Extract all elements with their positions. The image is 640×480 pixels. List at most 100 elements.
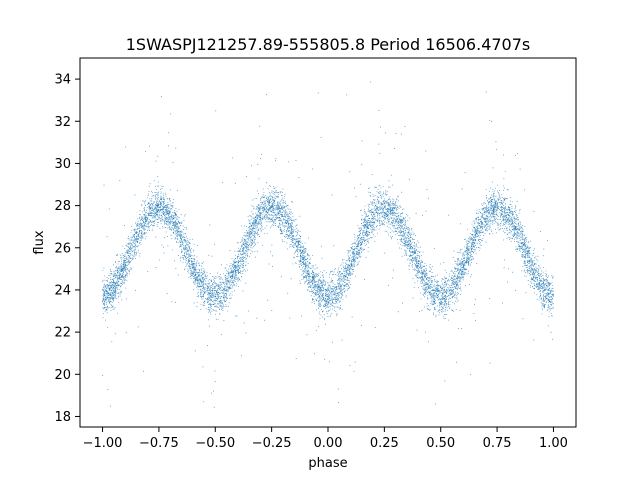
data-point <box>114 271 116 273</box>
data-point <box>339 300 340 302</box>
data-point <box>272 220 273 222</box>
data-point <box>341 263 343 265</box>
data-point <box>377 192 379 193</box>
data-point <box>374 210 376 212</box>
data-point <box>139 242 141 243</box>
data-point <box>318 307 320 309</box>
data-point <box>382 210 384 212</box>
data-point <box>114 270 116 271</box>
data-point <box>497 201 499 203</box>
data-point <box>493 202 495 204</box>
data-point <box>172 204 174 206</box>
data-point <box>274 223 276 225</box>
data-point <box>467 249 469 251</box>
data-point <box>484 211 486 213</box>
data-point <box>530 253 532 255</box>
data-point <box>391 214 393 216</box>
data-point <box>443 283 445 285</box>
data-point <box>383 205 385 207</box>
data-point <box>108 274 110 276</box>
data-point <box>255 215 257 217</box>
data-point <box>435 287 437 289</box>
data-point <box>144 209 146 211</box>
data-point <box>120 292 122 294</box>
data-point <box>301 279 303 280</box>
data-point <box>237 261 239 263</box>
data-point <box>412 257 414 259</box>
data-point <box>331 288 333 290</box>
data-point <box>515 233 517 235</box>
data-point <box>225 277 227 279</box>
data-point <box>482 205 484 207</box>
data-point <box>511 216 513 218</box>
data-point <box>539 297 541 299</box>
data-point <box>440 299 442 301</box>
data-point <box>300 263 302 265</box>
data-point <box>297 245 299 247</box>
data-point <box>349 274 350 276</box>
data-point <box>424 282 426 284</box>
data-point <box>417 263 418 265</box>
data-point <box>253 208 254 210</box>
data-point <box>430 268 432 270</box>
data-point <box>272 217 273 219</box>
data-point <box>240 262 242 264</box>
data-point <box>519 248 520 250</box>
data-point <box>485 212 487 214</box>
data-point <box>227 273 229 275</box>
data-point <box>326 290 328 292</box>
data-point <box>259 224 261 226</box>
data-point <box>525 257 527 259</box>
data-point <box>458 288 460 290</box>
data-point <box>247 263 249 264</box>
data-point <box>358 227 360 229</box>
data-point <box>126 245 128 247</box>
data-point <box>538 270 540 272</box>
data-point <box>464 261 466 263</box>
data-point <box>365 223 367 225</box>
data-point <box>229 284 231 286</box>
data-point <box>435 289 437 290</box>
data-point <box>488 220 490 222</box>
data-point <box>201 284 203 286</box>
data-point <box>517 246 519 248</box>
data-point <box>221 304 223 306</box>
data-point <box>470 239 472 241</box>
data-point <box>248 239 250 241</box>
data-point <box>355 250 357 252</box>
data-point <box>325 302 327 304</box>
data-point <box>502 217 504 219</box>
data-point <box>313 267 315 269</box>
data-point <box>445 291 447 293</box>
data-point <box>285 203 286 204</box>
data-point <box>364 244 366 246</box>
data-point <box>545 270 547 272</box>
data-point <box>539 284 541 286</box>
data-point <box>333 287 335 289</box>
data-point <box>162 210 163 212</box>
data-point <box>373 195 375 197</box>
data-point <box>446 297 448 299</box>
data-point <box>441 298 443 300</box>
data-point <box>403 218 405 220</box>
data-point <box>210 279 212 281</box>
data-point <box>474 229 476 230</box>
data-point <box>440 295 442 297</box>
data-point <box>199 272 201 274</box>
data-point <box>343 268 345 269</box>
data-point <box>261 196 263 197</box>
data-point <box>209 288 211 290</box>
data-point <box>513 218 515 220</box>
data-point <box>526 236 528 238</box>
data-point <box>464 265 466 267</box>
data-point <box>111 281 113 283</box>
data-point <box>155 203 157 205</box>
data-point <box>132 244 134 246</box>
data-point <box>377 218 379 220</box>
data-point <box>151 208 153 210</box>
data-point <box>361 219 363 221</box>
data-point <box>518 235 520 237</box>
data-point <box>320 288 322 290</box>
data-point <box>125 269 127 271</box>
data-point <box>160 199 162 201</box>
